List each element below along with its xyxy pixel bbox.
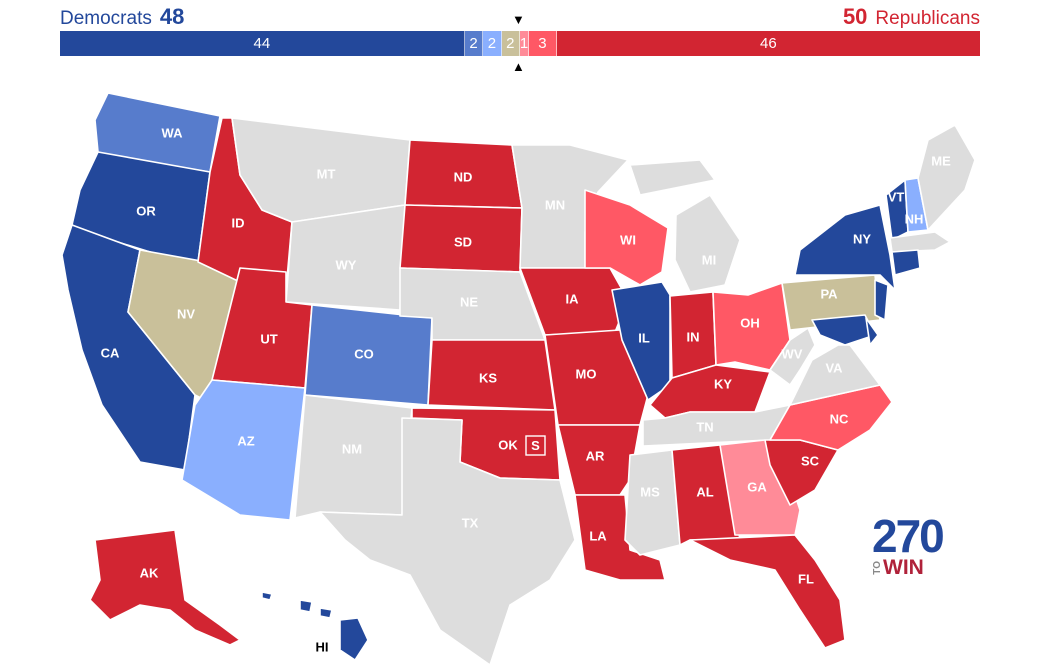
- state-nj[interactable]: [874, 279, 889, 321]
- seat-bar-segment-likely-dem[interactable]: 2: [464, 31, 484, 56]
- seat-bar-segment-lean-rep[interactable]: 1: [520, 31, 530, 56]
- republicans-seat-count: 50: [842, 4, 868, 29]
- state-label-ca: CA: [101, 345, 120, 360]
- 270towin-logo[interactable]: 270 TOWIN: [872, 510, 952, 580]
- seat-bar-segment-likely-rep[interactable]: 3: [529, 31, 557, 56]
- state-label-nd: ND: [454, 169, 473, 184]
- seat-balance-bar: 44 2 2 2 1 3 46: [60, 31, 980, 56]
- majority-marker-bottom-icon: ▲: [512, 59, 525, 74]
- democrats-total: Democrats 48: [60, 4, 184, 30]
- state-hi[interactable]: [261, 591, 369, 661]
- state-fl[interactable]: [689, 534, 846, 649]
- state-label-ut: UT: [260, 331, 277, 346]
- state-label-ok: OK: [498, 437, 518, 452]
- state-label-ak: AK: [140, 565, 159, 580]
- state-mi[interactable]: [629, 159, 741, 293]
- republicans-label: Republicans: [875, 8, 980, 29]
- state-label-id: ID: [232, 215, 245, 230]
- state-label-co: CO: [354, 346, 374, 361]
- state-ny[interactable]: [794, 204, 896, 291]
- state-nm[interactable]: [294, 394, 413, 519]
- state-label-wi: WI: [620, 232, 636, 247]
- state-ak[interactable]: [89, 529, 241, 646]
- state-label-va: VA: [825, 360, 843, 375]
- state-md[interactable]: [811, 314, 876, 346]
- democrats-seat-count: 48: [159, 4, 185, 29]
- state-label-fl: FL: [798, 571, 814, 586]
- state-label-ny: NY: [853, 231, 871, 246]
- state-label-al: AL: [696, 484, 713, 499]
- state-label-oh: OH: [740, 315, 760, 330]
- state-label-nh: NH: [905, 211, 924, 226]
- democrats-label: Democrats: [60, 8, 152, 29]
- logo-number: 270: [872, 510, 945, 562]
- seat-bar-segment-lean-dem[interactable]: 2: [483, 31, 502, 56]
- state-ct[interactable]: [891, 249, 921, 276]
- state-mo[interactable]: [544, 329, 649, 426]
- state-label-mo: MO: [576, 366, 597, 381]
- state-label-tx: TX: [462, 515, 479, 530]
- state-ma[interactable]: [889, 231, 951, 253]
- state-de[interactable]: [865, 317, 879, 346]
- state-label-vt: VT: [888, 189, 905, 204]
- seat-bar-segment-safe-rep[interactable]: 46: [556, 31, 980, 56]
- logo-win: WIN: [883, 556, 924, 579]
- state-label-az: AZ: [237, 433, 254, 448]
- state-wv[interactable]: [769, 327, 816, 386]
- state-ar[interactable]: [557, 424, 641, 496]
- state-label-la: LA: [589, 528, 607, 543]
- state-label-mi: MI: [702, 252, 716, 267]
- state-label-ia: IA: [566, 291, 580, 306]
- state-tx[interactable]: [319, 417, 576, 666]
- seat-bar-segment-safe-dem[interactable]: 44: [60, 31, 465, 56]
- state-label-mt: MT: [317, 166, 336, 181]
- state-me[interactable]: [917, 124, 976, 231]
- state-label-wy: WY: [336, 257, 357, 272]
- state-label-me: ME: [931, 153, 951, 168]
- state-label-hi: HI: [316, 639, 329, 654]
- special-election-label: S: [531, 438, 540, 453]
- state-label-sd: SD: [454, 234, 472, 249]
- state-label-ks: KS: [479, 370, 497, 385]
- seat-bar-segment-tossup[interactable]: 2: [501, 31, 520, 56]
- majority-marker-top-icon: ▼: [512, 12, 525, 27]
- state-label-ky: KY: [714, 376, 732, 391]
- state-label-mn: MN: [545, 197, 565, 212]
- state-wi[interactable]: [584, 189, 669, 286]
- state-label-wv: WV: [782, 346, 803, 361]
- state-label-tn: TN: [696, 419, 713, 434]
- state-label-nm: NM: [342, 441, 362, 456]
- state-label-nc: NC: [830, 411, 849, 426]
- state-label-il: IL: [638, 330, 650, 345]
- state-label-in: IN: [687, 329, 700, 344]
- state-az[interactable]: [181, 379, 306, 521]
- state-ms[interactable]: [624, 449, 681, 556]
- state-label-sc: SC: [801, 453, 820, 468]
- state-label-ms: MS: [640, 484, 660, 499]
- state-label-or: OR: [136, 203, 156, 218]
- state-label-ne: NE: [460, 294, 478, 309]
- state-la[interactable]: [574, 494, 666, 581]
- state-label-nv: NV: [177, 306, 195, 321]
- state-label-pa: PA: [820, 286, 838, 301]
- state-label-ar: AR: [586, 448, 605, 463]
- special-election-marker[interactable]: [525, 435, 546, 456]
- logo-to: TO: [872, 561, 883, 575]
- state-label-wa: WA: [162, 125, 184, 140]
- republicans-total: 50 Republicans: [843, 4, 980, 30]
- state-label-ga: GA: [747, 479, 767, 494]
- state-tn[interactable]: [642, 404, 791, 447]
